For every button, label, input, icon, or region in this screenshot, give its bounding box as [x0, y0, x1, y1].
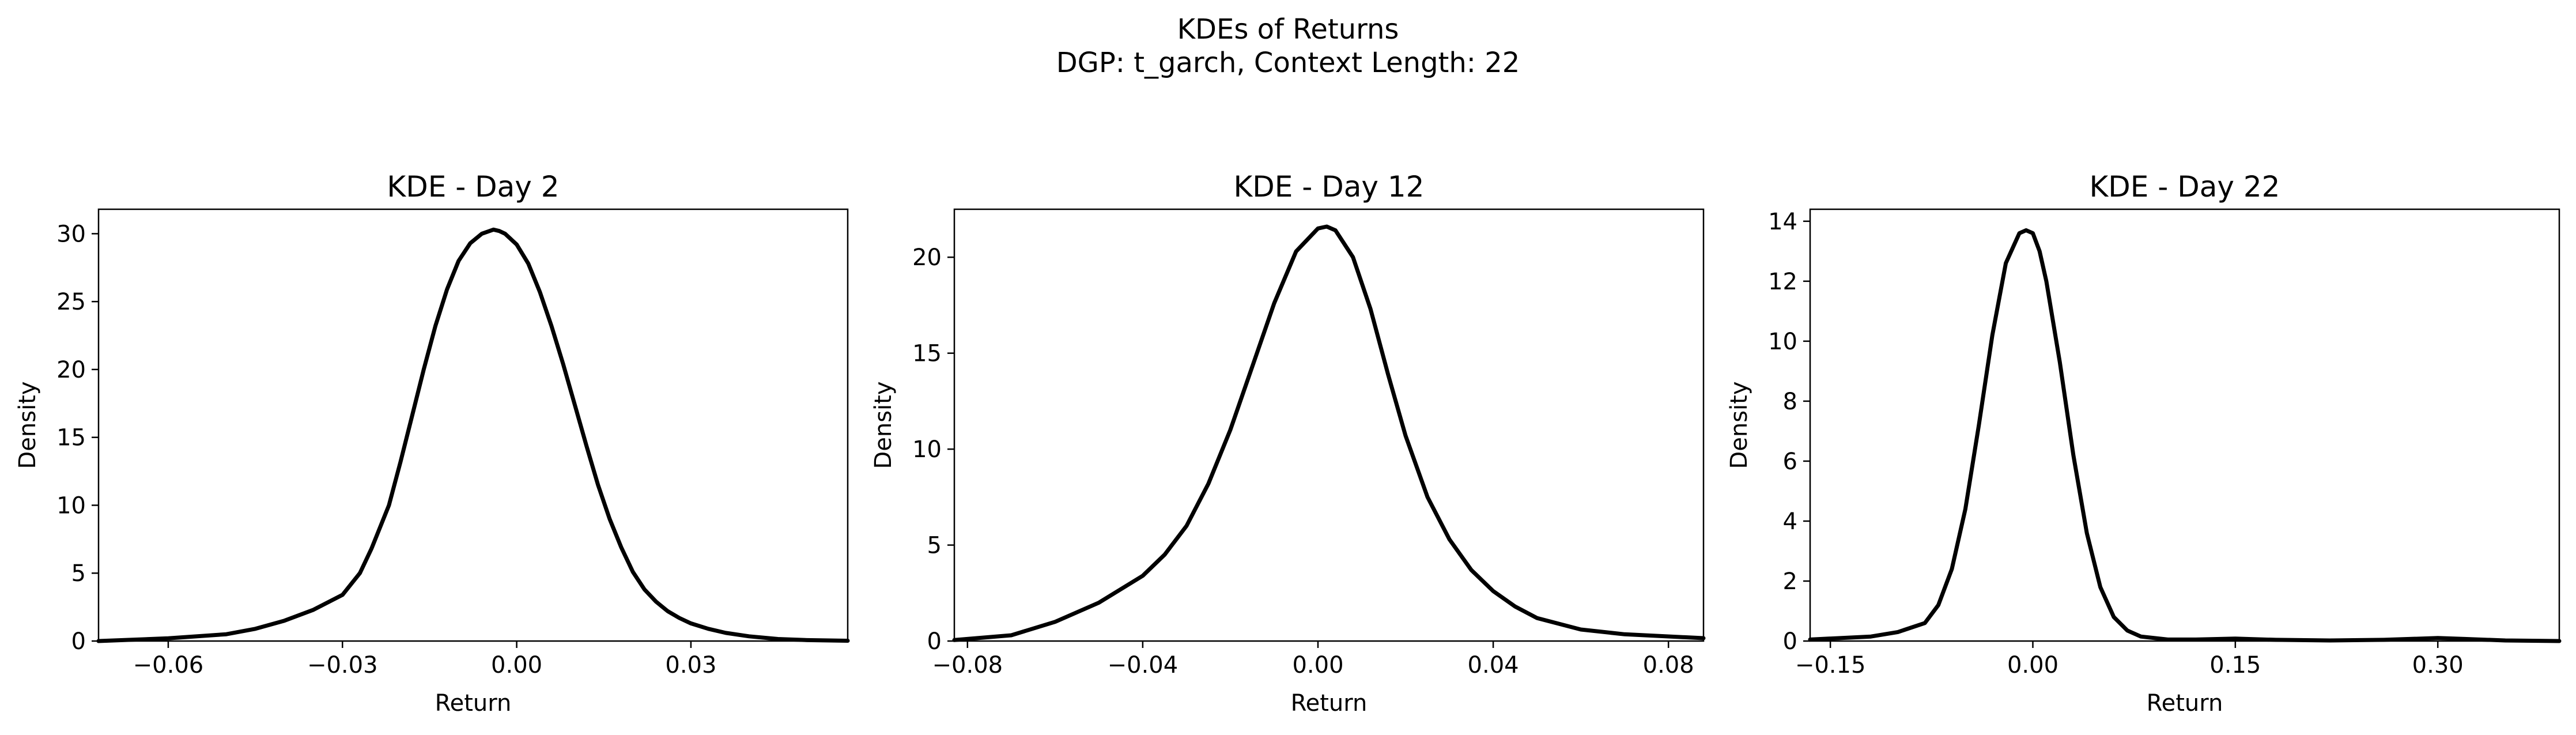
y-tick-label: 10 [912, 436, 942, 463]
y-tick-label: 15 [912, 341, 942, 367]
figure-title-line-2: DGP: t_garch, Context Length: 22 [1056, 47, 1520, 79]
kde-line [96, 227, 850, 643]
x-axis-label: Return [2147, 690, 2223, 717]
y-tick-label: 10 [1768, 329, 1797, 355]
axes-title: KDE - Day 12 [1234, 170, 1425, 203]
kde-line [952, 224, 1706, 642]
axes-frame [97, 208, 849, 642]
x-tick-label: 0.00 [1292, 652, 1343, 679]
panel-day-2: KDE - Day 2 −0.06 −0.03 0.00 0.03 0 5 10 15 20 25 3… [14, 170, 850, 717]
x-tick-label: 0.03 [665, 652, 716, 679]
y-tick-label: 8 [1783, 389, 1797, 415]
x-tick-label: 0.04 [1468, 652, 1519, 679]
y-tick-label: 25 [56, 289, 86, 315]
y-axis-label: Density [14, 381, 41, 469]
x-tick-label: 0.00 [2007, 652, 2058, 679]
x-axis-label: Return [1291, 690, 1368, 717]
y-axis-label: Density [1726, 381, 1752, 469]
axes-frame [953, 208, 1705, 642]
y-tick-label: 12 [1768, 269, 1797, 295]
x-tick-label: −0.08 [932, 652, 1003, 679]
x-tick-label: 0.15 [2209, 652, 2261, 679]
y-tick-label: 20 [56, 357, 86, 383]
panel-day-22: KDE - Day 22 −0.15 0.00 0.15 0.30 0 2 4 6 8 10 12 14… [1726, 170, 2562, 717]
x-tick-label: 0.08 [1643, 652, 1694, 679]
axes-title: KDE - Day 22 [2090, 170, 2280, 203]
figure-title-line-1: KDEs of Returns [1177, 13, 1399, 46]
y-tick-label: 14 [1768, 209, 1797, 235]
panel-day-12: KDE - Day 12 −0.08 −0.04 0.00 0.04 0.08 0 5 10 15… [870, 170, 1706, 717]
y-axis-label: Density [870, 381, 897, 469]
y-tick-label: 4 [1783, 508, 1797, 535]
y-tick-label: 20 [912, 244, 942, 271]
y-tick-label: 0 [927, 628, 942, 655]
y-tick-label: 15 [56, 425, 86, 451]
x-axis-label: Return [435, 690, 512, 717]
y-tick-label: 10 [56, 492, 86, 519]
y-tick-label: 0 [1783, 628, 1797, 655]
x-tick-label: −0.04 [1108, 652, 1179, 679]
x-tick-label: −0.03 [307, 652, 378, 679]
axes-title: KDE - Day 2 [387, 170, 559, 203]
axes-frame [1809, 208, 2560, 642]
kde-line [1808, 228, 2562, 643]
y-tick-label: 2 [1783, 568, 1797, 595]
x-tick-label: −0.15 [1795, 652, 1866, 679]
x-tick-label: 0.00 [491, 652, 542, 679]
y-tick-label: 5 [927, 533, 942, 559]
y-tick-label: 30 [56, 221, 86, 247]
y-tick-label: 6 [1783, 448, 1797, 475]
figure-title: KDEs of Returns DGP: t_garch, Context Le… [0, 13, 2576, 80]
y-tick-label: 0 [71, 628, 86, 655]
y-tick-label: 5 [71, 560, 86, 587]
x-tick-label: 0.30 [2412, 652, 2464, 679]
x-tick-label: −0.06 [133, 652, 204, 679]
